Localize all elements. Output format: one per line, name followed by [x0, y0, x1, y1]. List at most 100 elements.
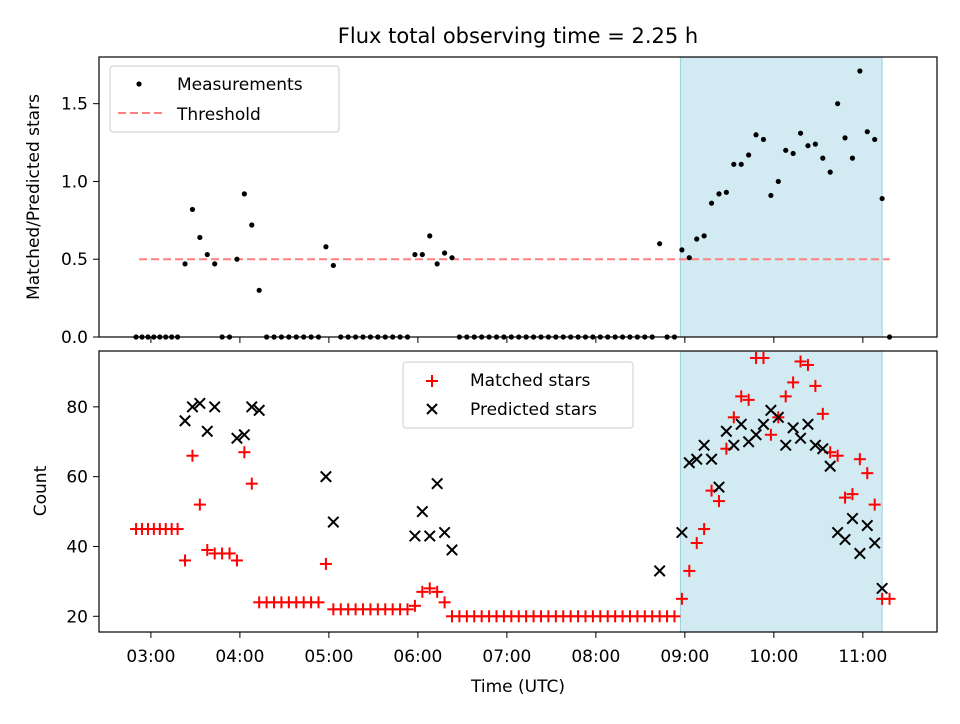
x-tick-label: 10:00 [749, 647, 798, 667]
count-y-tick-label: 40 [66, 537, 88, 557]
predicted-star-point [809, 439, 822, 452]
count-y-tick-label: 20 [66, 607, 88, 627]
predicted-star-point [186, 400, 199, 413]
predicted-star-point [713, 481, 725, 494]
matched-star-point [735, 390, 748, 403]
measurement-point [731, 161, 737, 167]
matched-star-point [438, 596, 451, 609]
measurement-point [449, 255, 455, 261]
matched-star-point [668, 610, 681, 623]
predicted-star-point [193, 397, 206, 410]
predicted-star-point [802, 418, 814, 431]
measurement-point [249, 222, 255, 228]
count-y-tick-label: 80 [66, 398, 88, 418]
count-plot-frame [98, 350, 938, 633]
count-legend-box [402, 361, 634, 429]
matched-star-point [171, 523, 184, 536]
predicted-star-point [238, 428, 251, 441]
measurement-point [434, 261, 440, 267]
count-y-axis-label: Count [31, 465, 51, 516]
measurement-point [412, 251, 418, 258]
ratio-y-tick-label: 1.0 [61, 172, 88, 192]
matched-star-point [312, 596, 325, 609]
matched-star-point [245, 477, 258, 490]
predicted-star-point [735, 418, 748, 431]
matched-star-point [757, 351, 770, 364]
predicted-star-point [839, 533, 851, 546]
predicted-star-point [690, 453, 703, 466]
measurement-point [701, 233, 707, 239]
x-axis-label: Time (UTC) [470, 677, 565, 697]
measurement-point [234, 256, 240, 262]
measurement-point [872, 136, 878, 143]
measurement-point [768, 192, 774, 199]
chart-title: Flux total observing time = 2.25 h [338, 24, 698, 48]
predicted-star-point [320, 470, 332, 483]
measurement-point [686, 255, 692, 261]
ratio-highlight-band [679, 56, 883, 338]
measurement-point [330, 262, 336, 269]
matched-star-point [179, 554, 192, 567]
matched-star-point [794, 355, 807, 368]
predicted-star-point [861, 519, 874, 532]
predicted-star-point [208, 400, 221, 413]
matched-star-point [675, 592, 688, 605]
matched-star-point [779, 390, 792, 403]
predicted-star-point [327, 516, 340, 528]
measurement-point [857, 68, 863, 74]
matched-star-point [727, 411, 740, 424]
predicted-star-point [231, 432, 243, 445]
predicted-star-point [683, 456, 696, 469]
matched-star-point [801, 358, 814, 371]
ratio-legend: Measurements Threshold [109, 65, 340, 133]
matched-star-point [861, 467, 874, 480]
measurement-point [790, 150, 796, 157]
predicted-star-point [179, 414, 191, 427]
matched-star-point [423, 582, 436, 595]
matched-star-point [683, 564, 696, 577]
predicted-star-point [438, 526, 451, 539]
matched-star-point [408, 599, 421, 612]
matched-star-point [831, 449, 844, 462]
measurement-point [441, 250, 448, 256]
legend-predicted-label: Predicted stars [470, 400, 597, 420]
measurement-point [820, 155, 826, 161]
measurement-point [256, 287, 262, 293]
matched-star-point [416, 585, 429, 598]
measurement-point [657, 241, 663, 247]
matched-star-point [431, 585, 444, 598]
matched-star-point [223, 547, 236, 560]
predicted-star-point [409, 530, 421, 542]
measurement-point [746, 152, 752, 158]
count-legend: Matched stars Predicted stars [402, 361, 634, 429]
legend-threshold-label: Threshold [176, 105, 261, 125]
measurement-point [182, 261, 188, 267]
x-tick-label: 05:00 [304, 647, 353, 667]
ratio-y-axis-label: Matched/Predicted stars [24, 94, 44, 300]
predicted-star-point [794, 432, 807, 445]
predicted-star-point [787, 421, 800, 434]
predicted-star-point [876, 582, 889, 595]
predicted-star-point [698, 439, 711, 452]
measurement-point [197, 234, 203, 241]
count-panel: 03:00 04:00 05:00 06:00 07:00 08:00 09:00 10:00… [31, 350, 938, 697]
count-y-tick-label: 60 [66, 468, 88, 488]
measurement-point [760, 136, 767, 143]
measurement-point [864, 129, 870, 135]
matched-star-point [839, 491, 852, 504]
measurement-point [708, 200, 715, 206]
measurement-point [716, 191, 722, 197]
measurement-point [241, 191, 247, 197]
legend-predicted-marker [426, 403, 438, 415]
measurement-point [738, 161, 744, 167]
predicted-star-point [727, 439, 740, 452]
predicted-star-point [853, 547, 866, 560]
matched-star-point [846, 488, 859, 501]
predicted-star-point [431, 477, 444, 490]
matched-star-point [742, 393, 755, 406]
matched-star-point [319, 557, 332, 570]
matched-star-point [230, 554, 243, 567]
predicted-star-point [750, 428, 762, 441]
ratio-y-tick-label: 0.5 [61, 250, 88, 270]
